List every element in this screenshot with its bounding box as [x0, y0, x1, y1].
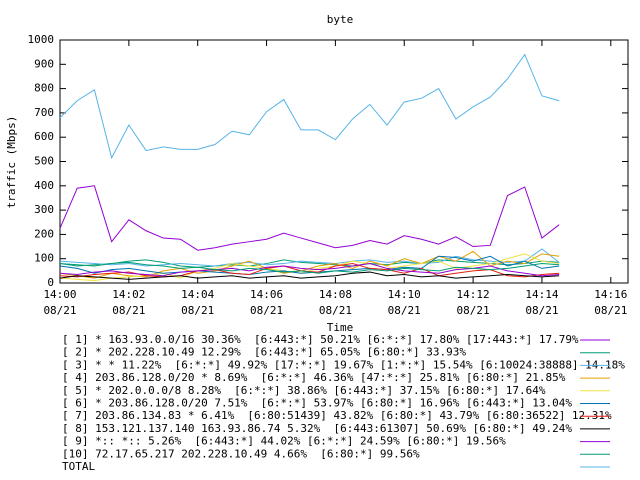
series-line — [59, 255, 560, 275]
x-tick-label: 14:00 08/21 — [43, 288, 76, 317]
legend-label: [ 6] * 203.86.128.0/20 7.51% [6:*:*] 53.… — [62, 397, 572, 410]
legend-label: [ 5] * 202.0.0.0/8 8.28% [6:*:*] 38.86% … — [62, 384, 546, 397]
x-tick-label: 14:06 08/21 — [250, 288, 283, 317]
legend-label: [ 9] *:: *:: 5.26% [6:443:*] 44.02% [6:*… — [62, 435, 506, 448]
x-tick-label: 14:12 08/21 — [457, 288, 490, 317]
y-axis-label: traffic (Mbps) — [5, 116, 18, 209]
legend-label: [ 7] 203.86.134.83 * 6.41% [6:80:51439] … — [62, 409, 612, 422]
legend-label: [ 3] * * 11.22% [6:*:*] 49.92% [17:*:*] … — [62, 358, 625, 371]
y-tick-label: 100 — [34, 252, 54, 265]
series-line — [59, 253, 560, 282]
x-tick-label: 14:14 08/21 — [525, 288, 558, 317]
y-tick-label: 600 — [34, 130, 54, 143]
y-tick-label: 400 — [34, 179, 54, 192]
x-tick-label: 14:10 08/21 — [388, 288, 421, 317]
series-line — [59, 263, 560, 277]
legend-label: [ 2] * 202.228.10.49 12.29% [6:443:*] 65… — [62, 346, 466, 359]
chart-title: byte — [327, 13, 354, 26]
legend-label: [ 1] * 163.93.0.0/16 30.36% [6:443:*] 50… — [62, 333, 579, 346]
y-tick-label: 500 — [34, 155, 54, 168]
y-tick-label: 900 — [34, 57, 54, 70]
y-tick-label: 0 — [47, 276, 54, 289]
x-tick-label: 14:04 08/21 — [181, 288, 214, 317]
series-line — [59, 263, 560, 278]
series-line — [59, 185, 560, 251]
legend-label: [ 4] 203.86.128.0/20 * 8.69% [6:*:*] 46.… — [62, 371, 566, 384]
series-line — [59, 271, 560, 280]
x-tick-label: 14:16 08/21 — [594, 288, 627, 317]
x-axis-label: Time — [327, 321, 354, 334]
legend-label: [10] 72.17.65.217 202.228.10.49 4.66% [6… — [62, 447, 420, 460]
y-tick-label: 200 — [34, 227, 54, 240]
series-line — [59, 250, 560, 279]
y-tick-label: 800 — [34, 82, 54, 95]
y-tick-label: 1000 — [28, 33, 55, 46]
legend-label: [ 8] 153.121.137.140 163.93.86.74 5.32% … — [62, 422, 572, 435]
series-line — [59, 259, 560, 268]
x-tick-label: 14:08 08/21 — [319, 288, 352, 317]
y-tick-label: 300 — [34, 203, 54, 216]
y-tick-label: 700 — [34, 106, 54, 119]
x-tick-label: 14:02 08/21 — [112, 288, 145, 317]
series-line — [59, 261, 560, 274]
series-line — [59, 53, 560, 160]
legend-label: TOTAL — [62, 460, 95, 473]
